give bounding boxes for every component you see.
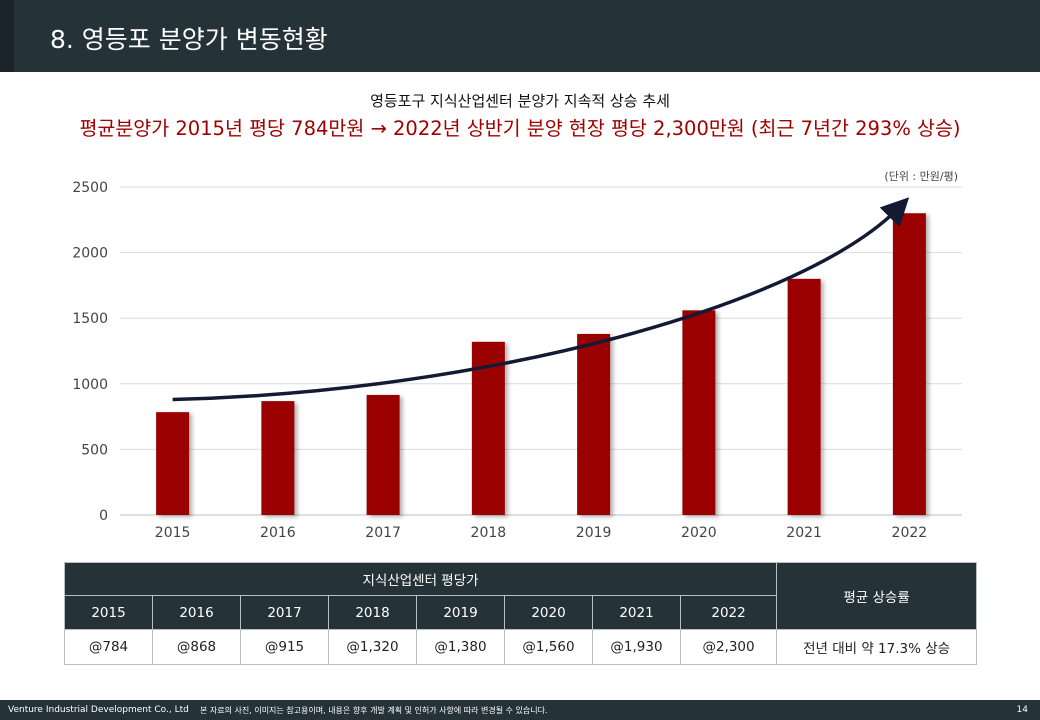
table-rate-value: 전년 대비 약 17.3% 상승 — [776, 629, 978, 665]
title-bar: 8. 영등포 분양가 변동현황 — [0, 0, 1040, 72]
y-tick-label: 2000 — [72, 246, 108, 262]
headline-summary: 평균분양가 2015년 평당 784만원 → 2022년 상반기 분양 현장 평… — [79, 117, 961, 140]
bar-2018 — [471, 341, 505, 515]
table-price-cell: @915 — [240, 629, 329, 665]
title-accent — [0, 0, 14, 72]
bars — [156, 213, 926, 516]
price-table: 지식산업센터 평당가 평균 상승률 2015 2016 2017 2018 20… — [63, 562, 978, 665]
table-year-cell: 2020 — [504, 595, 593, 630]
bar-2016 — [261, 401, 295, 515]
x-tick-label: 2018 — [471, 525, 507, 541]
table-rate-header: 평균 상승률 — [776, 562, 978, 630]
footer-company: Venture Industrial Development Co., Ltd — [8, 705, 189, 715]
x-tick-label: 2020 — [681, 525, 717, 541]
table-year-cell: 2015 — [64, 595, 153, 630]
y-tick-label: 2500 — [72, 180, 108, 196]
trend-arrow — [172, 197, 910, 402]
table-group-header: 지식산업센터 평당가 — [63, 562, 778, 596]
bar-2019 — [577, 333, 611, 515]
table-year-cell: 2017 — [240, 595, 329, 630]
y-axis-ticks: 0 500 1000 1500 2000 2500 — [72, 180, 108, 524]
unit-note: (단위 : 만원/평) — [884, 170, 958, 183]
bar-2015 — [156, 412, 190, 515]
table-price-cell: @1,380 — [416, 629, 505, 665]
page-title: 8. 영등포 분양가 변동현황 — [50, 25, 328, 54]
x-tick-label: 2022 — [892, 525, 928, 541]
y-tick-label: 500 — [81, 442, 108, 458]
bar-2021 — [787, 278, 821, 515]
table-price-cell: @784 — [64, 629, 153, 665]
x-tick-label: 2019 — [576, 525, 612, 541]
table-price-cell: @2,300 — [679, 629, 778, 665]
y-tick-label: 0 — [99, 508, 108, 524]
page-number: 14 — [1016, 705, 1028, 715]
table-year-cell: 2021 — [592, 595, 681, 630]
x-tick-label: 2017 — [365, 525, 401, 541]
x-tick-label: 2021 — [786, 525, 822, 541]
bar-2022 — [892, 213, 926, 516]
table-price-cell: @1,930 — [592, 629, 681, 665]
footer-bar: Venture Industrial Development Co., Ltd … — [0, 700, 1040, 720]
table-price-cell: @868 — [152, 629, 241, 665]
table-year-cell: 2018 — [328, 595, 417, 630]
bar-2017 — [366, 394, 400, 515]
y-tick-label: 1500 — [72, 311, 108, 327]
table-price-cell: @1,320 — [328, 629, 417, 665]
chart-subtitle: 영등포구 지식산업센터 분양가 지속적 상승 추세 — [370, 92, 670, 110]
y-tick-label: 1000 — [72, 377, 108, 393]
bar-2020 — [682, 310, 716, 515]
x-tick-label: 2015 — [155, 525, 191, 541]
gridlines — [120, 186, 962, 516]
table-year-cell: 2016 — [152, 595, 241, 630]
x-axis-ticks: 2015 2016 2017 2018 2019 2020 2021 2022 — [155, 525, 927, 541]
x-tick-label: 2016 — [260, 525, 296, 541]
table-year-cell: 2019 — [416, 595, 505, 630]
footer-notice: 본 자료의 사진, 이미지는 참고용이며, 내용은 향후 개발 계획 및 인허가… — [200, 706, 548, 715]
table-price-cell: @1,560 — [504, 629, 593, 665]
table-year-cell: 2022 — [679, 595, 778, 630]
